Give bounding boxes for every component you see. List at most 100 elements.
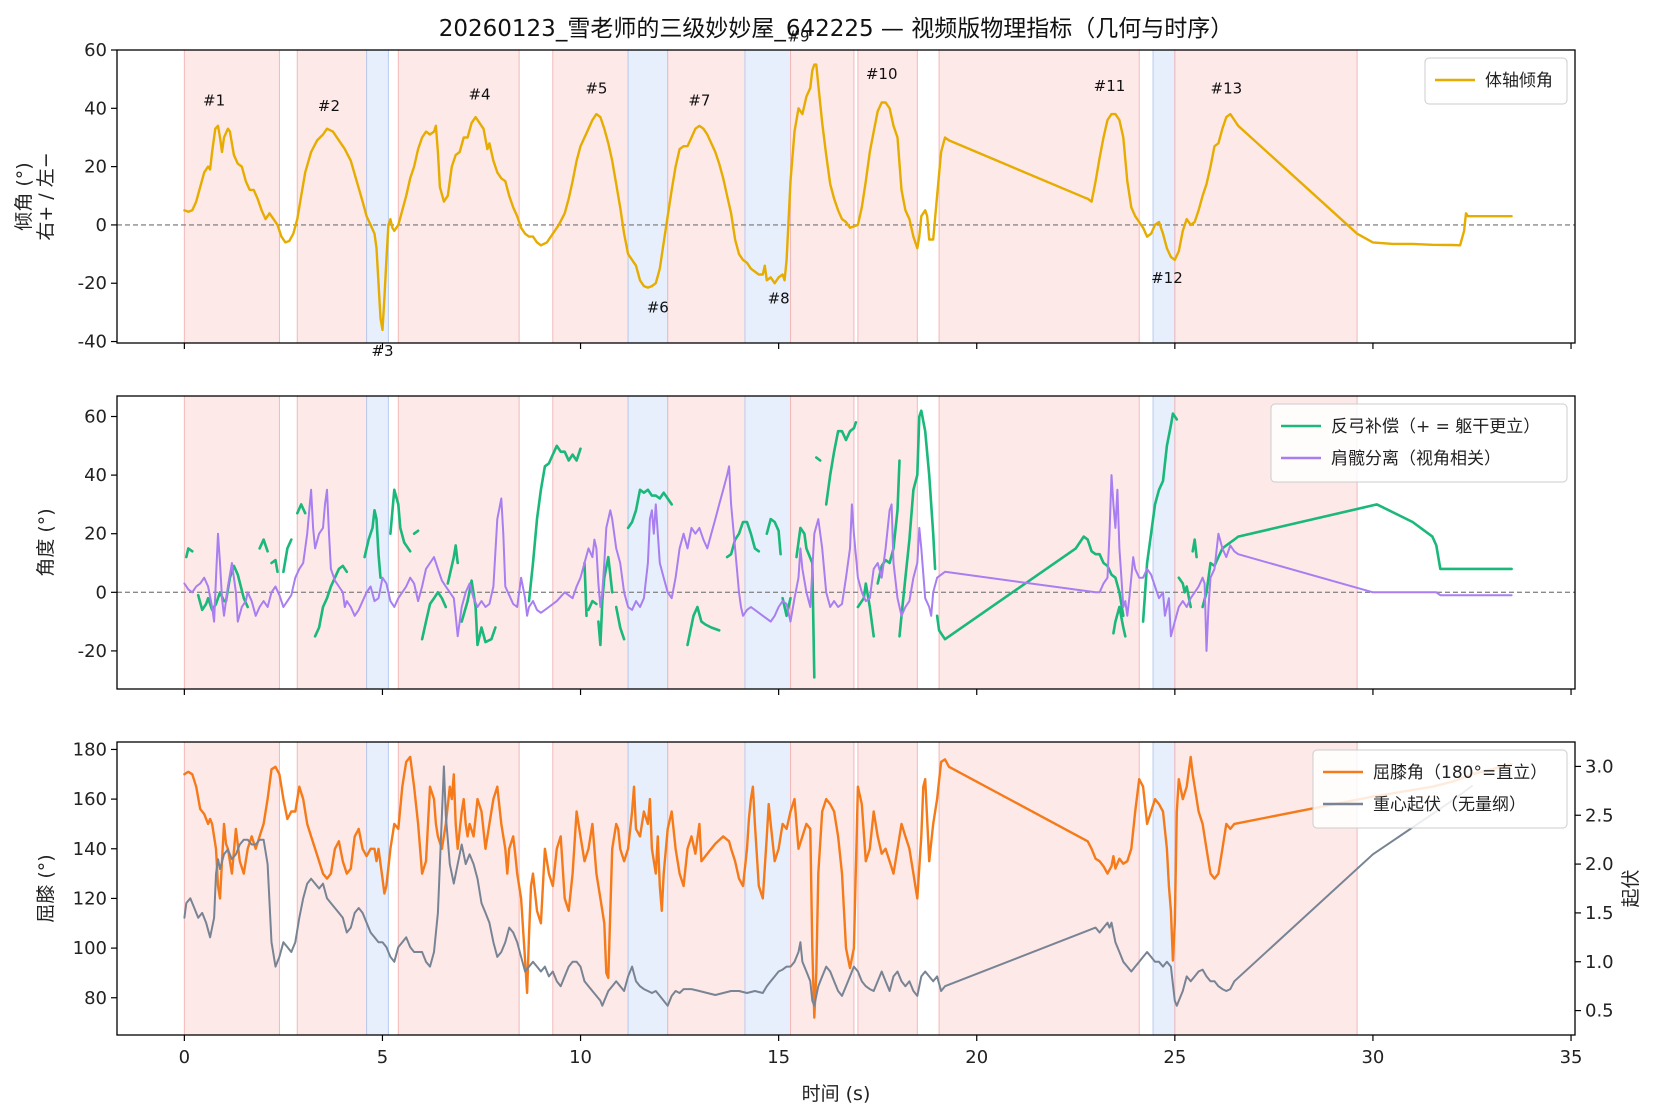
y-tick-label: 0 bbox=[96, 215, 107, 236]
y-tick-label: 180 bbox=[73, 739, 107, 760]
series-1-line-seg-27 bbox=[856, 582, 875, 638]
y-tick-label: 0 bbox=[96, 582, 107, 603]
segment-label-3: #3 bbox=[371, 342, 393, 360]
series-1-line-seg-35 bbox=[1201, 503, 1513, 609]
band-red-11 bbox=[938, 742, 1140, 1035]
segment-label-6: #6 bbox=[647, 298, 669, 316]
band-red-4 bbox=[397, 742, 520, 1035]
legend: 反弓补偿（+ = 躯干更立） 肩髋分离（视角相关） bbox=[1270, 403, 1568, 483]
legend-label-1: 反弓补偿（+ = 躯干更立） bbox=[1331, 417, 1540, 437]
band-red-5 bbox=[552, 742, 629, 1035]
axes-frame bbox=[116, 49, 1576, 344]
series-1-line-seg-33 bbox=[1177, 576, 1192, 609]
band-red-2 bbox=[296, 742, 368, 1035]
band-red-4 bbox=[397, 396, 520, 689]
band-red-10 bbox=[857, 396, 918, 689]
series-1-line-seg-14 bbox=[527, 444, 582, 603]
legend-label-2: 肩髋分离（视角相关） bbox=[1331, 449, 1501, 469]
x-tick-label: 25 bbox=[1163, 1047, 1186, 1068]
segment-label-9: #9 bbox=[787, 27, 809, 45]
y-tick-label: 80 bbox=[84, 988, 107, 1009]
legend-label-1: 屈膝角（180°=直立） bbox=[1373, 763, 1547, 783]
band-blue-3 bbox=[366, 50, 389, 343]
panel-1: #1 #2 #3 #4 #5 #6 #7 #8 #9 #10 #11 #12 #13 -40 -20 0 20 4… bbox=[13, 27, 1576, 360]
band-red-11 bbox=[938, 50, 1140, 343]
plot-area bbox=[117, 50, 1575, 343]
series-1-line-seg-16 bbox=[587, 599, 598, 612]
x-tick-label: 30 bbox=[1361, 1047, 1384, 1068]
x-tick-label: 0 bbox=[179, 1047, 190, 1068]
series-1-line-seg-10 bbox=[412, 529, 420, 535]
y-axis-label: 角度 (°) bbox=[35, 508, 57, 576]
band-red-1 bbox=[183, 50, 280, 343]
series-1-line-seg-23 bbox=[781, 596, 792, 618]
y-tick-label: 120 bbox=[73, 888, 107, 909]
segment-label-12: #12 bbox=[1151, 269, 1183, 287]
right-y-tick-label: 0.5 bbox=[1585, 1001, 1614, 1022]
series-1-line-seg-1 bbox=[185, 547, 194, 559]
legend-box bbox=[1312, 749, 1568, 829]
band-red-10 bbox=[857, 50, 918, 343]
chart-panels: #1 #2 #3 #4 #5 #6 #7 #8 #9 #10 #11 #12 #13 -40 -20 0 20 4… bbox=[13, 27, 1642, 1068]
band-red-1 bbox=[183, 742, 280, 1035]
series-2-line bbox=[183, 465, 1513, 652]
legend-box bbox=[1270, 403, 1568, 483]
x-tick-label: 10 bbox=[569, 1047, 592, 1068]
series-1-line-seg-19 bbox=[626, 488, 673, 530]
band-red-7 bbox=[667, 742, 746, 1035]
right-y-axis-label: 起伏 bbox=[1620, 869, 1642, 907]
series-1-line-seg-34 bbox=[1191, 538, 1198, 559]
y-tick-label: 40 bbox=[84, 465, 107, 486]
series-1-line-seg-3 bbox=[258, 538, 269, 553]
y-tick-label: 60 bbox=[84, 40, 107, 61]
y-tick-label: 140 bbox=[73, 839, 107, 860]
segment-label-4: #4 bbox=[468, 86, 490, 104]
y-tick-label: 40 bbox=[84, 98, 107, 119]
y-tick-label: -40 bbox=[78, 332, 107, 353]
legend-label-1: 体轴倾角 bbox=[1485, 71, 1553, 91]
x-tick-label: 5 bbox=[377, 1047, 388, 1068]
segment-label-5: #5 bbox=[585, 80, 607, 98]
band-red-11 bbox=[938, 396, 1140, 689]
panel-3: 0 5 10 15 20 25 30 35 80 100 120 140 160 180 0.5 1.0 1.5… bbox=[35, 739, 1642, 1068]
series-1-line-seg-15 bbox=[583, 561, 588, 618]
y-tick-label: 60 bbox=[84, 407, 107, 428]
legend-box bbox=[1424, 57, 1568, 105]
band-red-5 bbox=[552, 396, 629, 689]
band-red-7 bbox=[667, 50, 746, 343]
series-2-line bbox=[183, 765, 1473, 1007]
band-red-10 bbox=[857, 742, 918, 1035]
plot-area bbox=[117, 396, 1575, 689]
series-1-line-seg-25 bbox=[815, 456, 822, 462]
legend: 体轴倾角 bbox=[1424, 57, 1568, 105]
band-red-2 bbox=[296, 50, 368, 343]
right-y-tick-label: 1.5 bbox=[1585, 903, 1614, 924]
series-1-line-seg-11 bbox=[420, 591, 448, 641]
series-1-line-seg-13 bbox=[460, 579, 497, 647]
x-tick-label: 35 bbox=[1560, 1047, 1583, 1068]
y-axis-label: 屈膝 (°) bbox=[35, 854, 57, 922]
band-blue-12 bbox=[1152, 396, 1176, 689]
series-1-line-seg-12 bbox=[446, 544, 459, 585]
segment-label-10: #10 bbox=[866, 65, 898, 83]
band-red-4 bbox=[397, 50, 520, 343]
y-tick-label: 160 bbox=[73, 789, 107, 810]
legend: 屈膝角（180°=直立） 重心起伏（无量纲） bbox=[1312, 749, 1568, 829]
series-1-line-seg-32 bbox=[1141, 412, 1179, 623]
band-blue-3 bbox=[366, 742, 389, 1035]
segment-label-7: #7 bbox=[688, 91, 710, 109]
y-axis-label: 右+ / 左− bbox=[35, 152, 57, 240]
segment-label-2: #2 bbox=[318, 97, 340, 115]
series-1-line-seg-21 bbox=[725, 520, 761, 559]
y-tick-label: 20 bbox=[84, 524, 107, 545]
series-1-line-seg-4 bbox=[270, 558, 279, 574]
segment-label-1: #1 bbox=[203, 91, 225, 109]
series-1-line-seg-18 bbox=[614, 605, 626, 641]
series-1-line bbox=[183, 755, 1513, 1019]
y-tick-label: -20 bbox=[78, 273, 107, 294]
band-red-9 bbox=[790, 50, 855, 343]
right-y-tick-label: 2.0 bbox=[1585, 854, 1614, 875]
series-1-line-seg-31 bbox=[1112, 605, 1127, 638]
x-axis-label: 时间 (s) bbox=[802, 1083, 871, 1105]
band-red-2 bbox=[296, 396, 368, 689]
